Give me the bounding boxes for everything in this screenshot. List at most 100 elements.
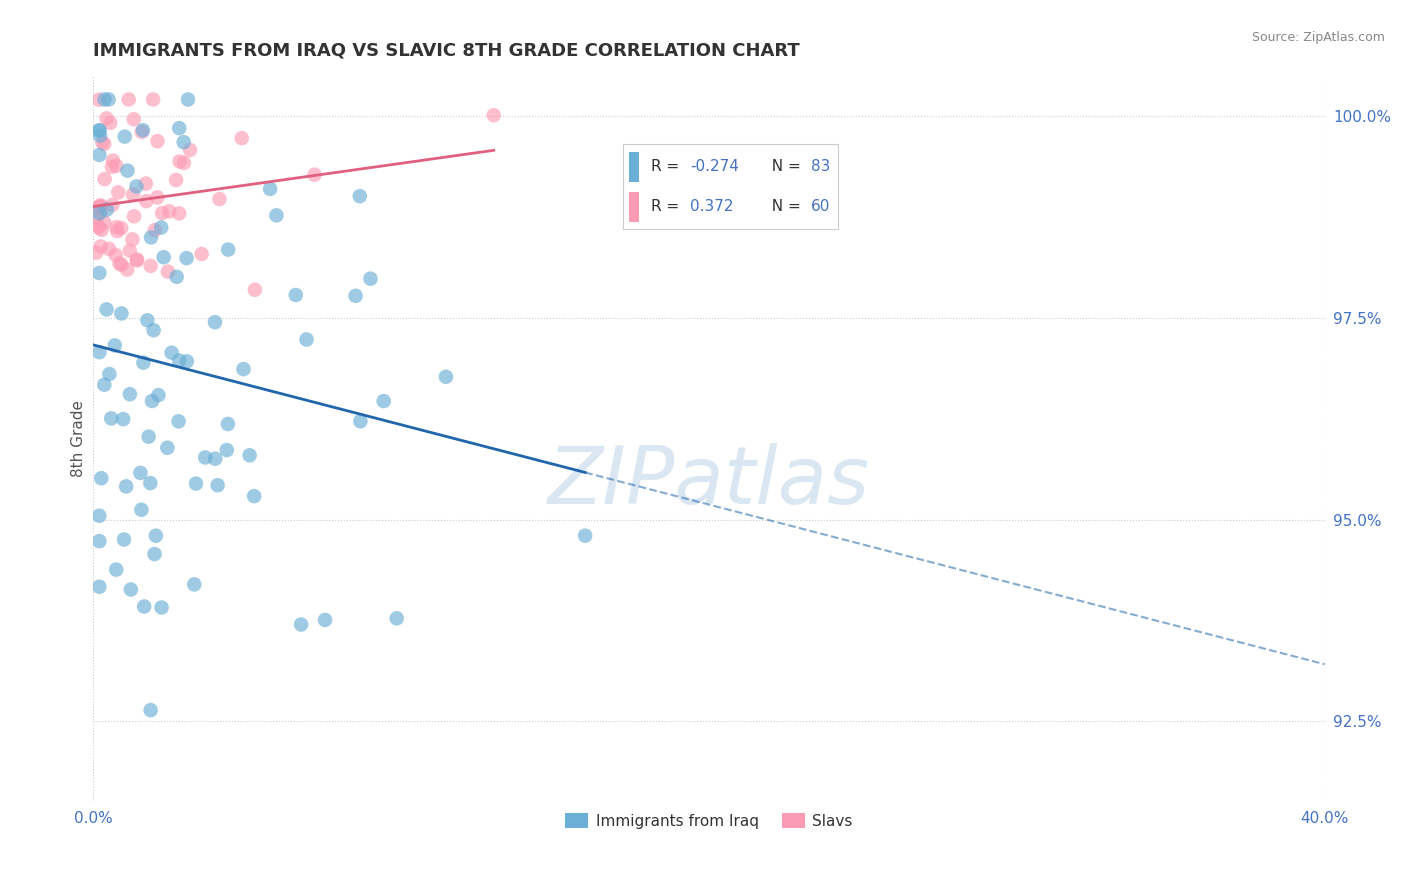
Point bbox=[266, 208, 288, 222]
Text: R =: R = bbox=[651, 160, 685, 174]
Point bbox=[169, 154, 191, 169]
Point bbox=[150, 220, 173, 235]
Point bbox=[207, 478, 229, 492]
Point bbox=[150, 600, 173, 615]
Point bbox=[176, 354, 198, 368]
Bar bbox=[628, 152, 638, 182]
Point bbox=[118, 92, 141, 106]
Point bbox=[89, 345, 111, 359]
Point bbox=[122, 187, 145, 202]
Point bbox=[142, 92, 165, 106]
Point bbox=[231, 131, 253, 145]
Point bbox=[139, 476, 162, 491]
Point bbox=[183, 577, 205, 591]
Point bbox=[132, 356, 155, 370]
Point bbox=[132, 123, 155, 137]
Point bbox=[98, 116, 121, 130]
Point bbox=[156, 441, 179, 455]
Point bbox=[349, 189, 371, 203]
Point bbox=[89, 580, 111, 594]
Point bbox=[110, 258, 132, 272]
Point bbox=[87, 93, 110, 107]
Text: N =: N = bbox=[762, 160, 806, 174]
Point bbox=[97, 92, 120, 106]
Point bbox=[373, 394, 395, 409]
Point bbox=[93, 172, 115, 186]
Point bbox=[232, 362, 254, 376]
Point bbox=[145, 529, 167, 543]
Legend: Immigrants from Iraq, Slavs: Immigrants from Iraq, Slavs bbox=[560, 806, 859, 835]
Point bbox=[120, 582, 142, 597]
Text: N =: N = bbox=[762, 199, 806, 214]
Point bbox=[204, 315, 226, 329]
Point bbox=[115, 479, 138, 493]
Point bbox=[104, 338, 127, 352]
Point bbox=[89, 206, 111, 220]
Point bbox=[101, 153, 124, 168]
Point bbox=[105, 220, 128, 235]
Point bbox=[101, 160, 124, 174]
Point bbox=[93, 136, 115, 151]
Point bbox=[84, 245, 107, 260]
Point bbox=[101, 198, 124, 212]
Text: 0.372: 0.372 bbox=[690, 199, 734, 214]
Point bbox=[349, 414, 371, 428]
Point bbox=[90, 223, 112, 237]
Point bbox=[574, 529, 596, 543]
Point bbox=[96, 202, 118, 217]
Point bbox=[90, 239, 112, 253]
Point bbox=[93, 92, 115, 106]
Point bbox=[136, 313, 159, 327]
Point bbox=[125, 253, 148, 268]
Text: 60: 60 bbox=[811, 199, 831, 214]
Point bbox=[173, 135, 195, 149]
Y-axis label: 8th Grade: 8th Grade bbox=[72, 401, 86, 477]
Bar bbox=[628, 192, 638, 222]
Point bbox=[304, 168, 326, 182]
Point bbox=[146, 190, 169, 204]
Point bbox=[90, 471, 112, 485]
Text: Source: ZipAtlas.com: Source: ZipAtlas.com bbox=[1251, 31, 1385, 45]
Point bbox=[122, 209, 145, 223]
Point bbox=[173, 156, 195, 170]
Point bbox=[167, 206, 190, 220]
Point bbox=[156, 265, 179, 279]
FancyBboxPatch shape bbox=[623, 145, 838, 229]
Point bbox=[89, 205, 111, 219]
Point bbox=[179, 143, 201, 157]
Point bbox=[165, 173, 187, 187]
Point bbox=[434, 369, 457, 384]
Point bbox=[98, 242, 121, 256]
Point bbox=[239, 448, 262, 462]
Point bbox=[131, 502, 153, 516]
Point bbox=[87, 220, 110, 235]
Point bbox=[118, 244, 141, 258]
Point bbox=[167, 353, 190, 368]
Point bbox=[284, 288, 307, 302]
Text: R =: R = bbox=[651, 199, 689, 214]
Point bbox=[143, 223, 166, 237]
Point bbox=[121, 232, 143, 246]
Point bbox=[157, 204, 180, 219]
Point bbox=[139, 259, 162, 273]
Point bbox=[167, 121, 190, 136]
Point bbox=[127, 252, 149, 267]
Point bbox=[100, 411, 122, 425]
Point bbox=[104, 248, 127, 262]
Point bbox=[89, 200, 111, 214]
Point bbox=[115, 262, 138, 277]
Point bbox=[344, 289, 367, 303]
Point bbox=[217, 243, 239, 257]
Text: IMMIGRANTS FROM IRAQ VS SLAVIC 8TH GRADE CORRELATION CHART: IMMIGRANTS FROM IRAQ VS SLAVIC 8TH GRADE… bbox=[93, 42, 800, 60]
Point bbox=[89, 199, 111, 213]
Point bbox=[89, 128, 111, 143]
Point bbox=[89, 123, 111, 137]
Point bbox=[135, 177, 157, 191]
Point bbox=[134, 599, 156, 614]
Point bbox=[177, 92, 200, 106]
Point bbox=[96, 302, 118, 317]
Point bbox=[93, 377, 115, 392]
Point bbox=[87, 219, 110, 233]
Point bbox=[122, 112, 145, 127]
Point bbox=[150, 206, 173, 220]
